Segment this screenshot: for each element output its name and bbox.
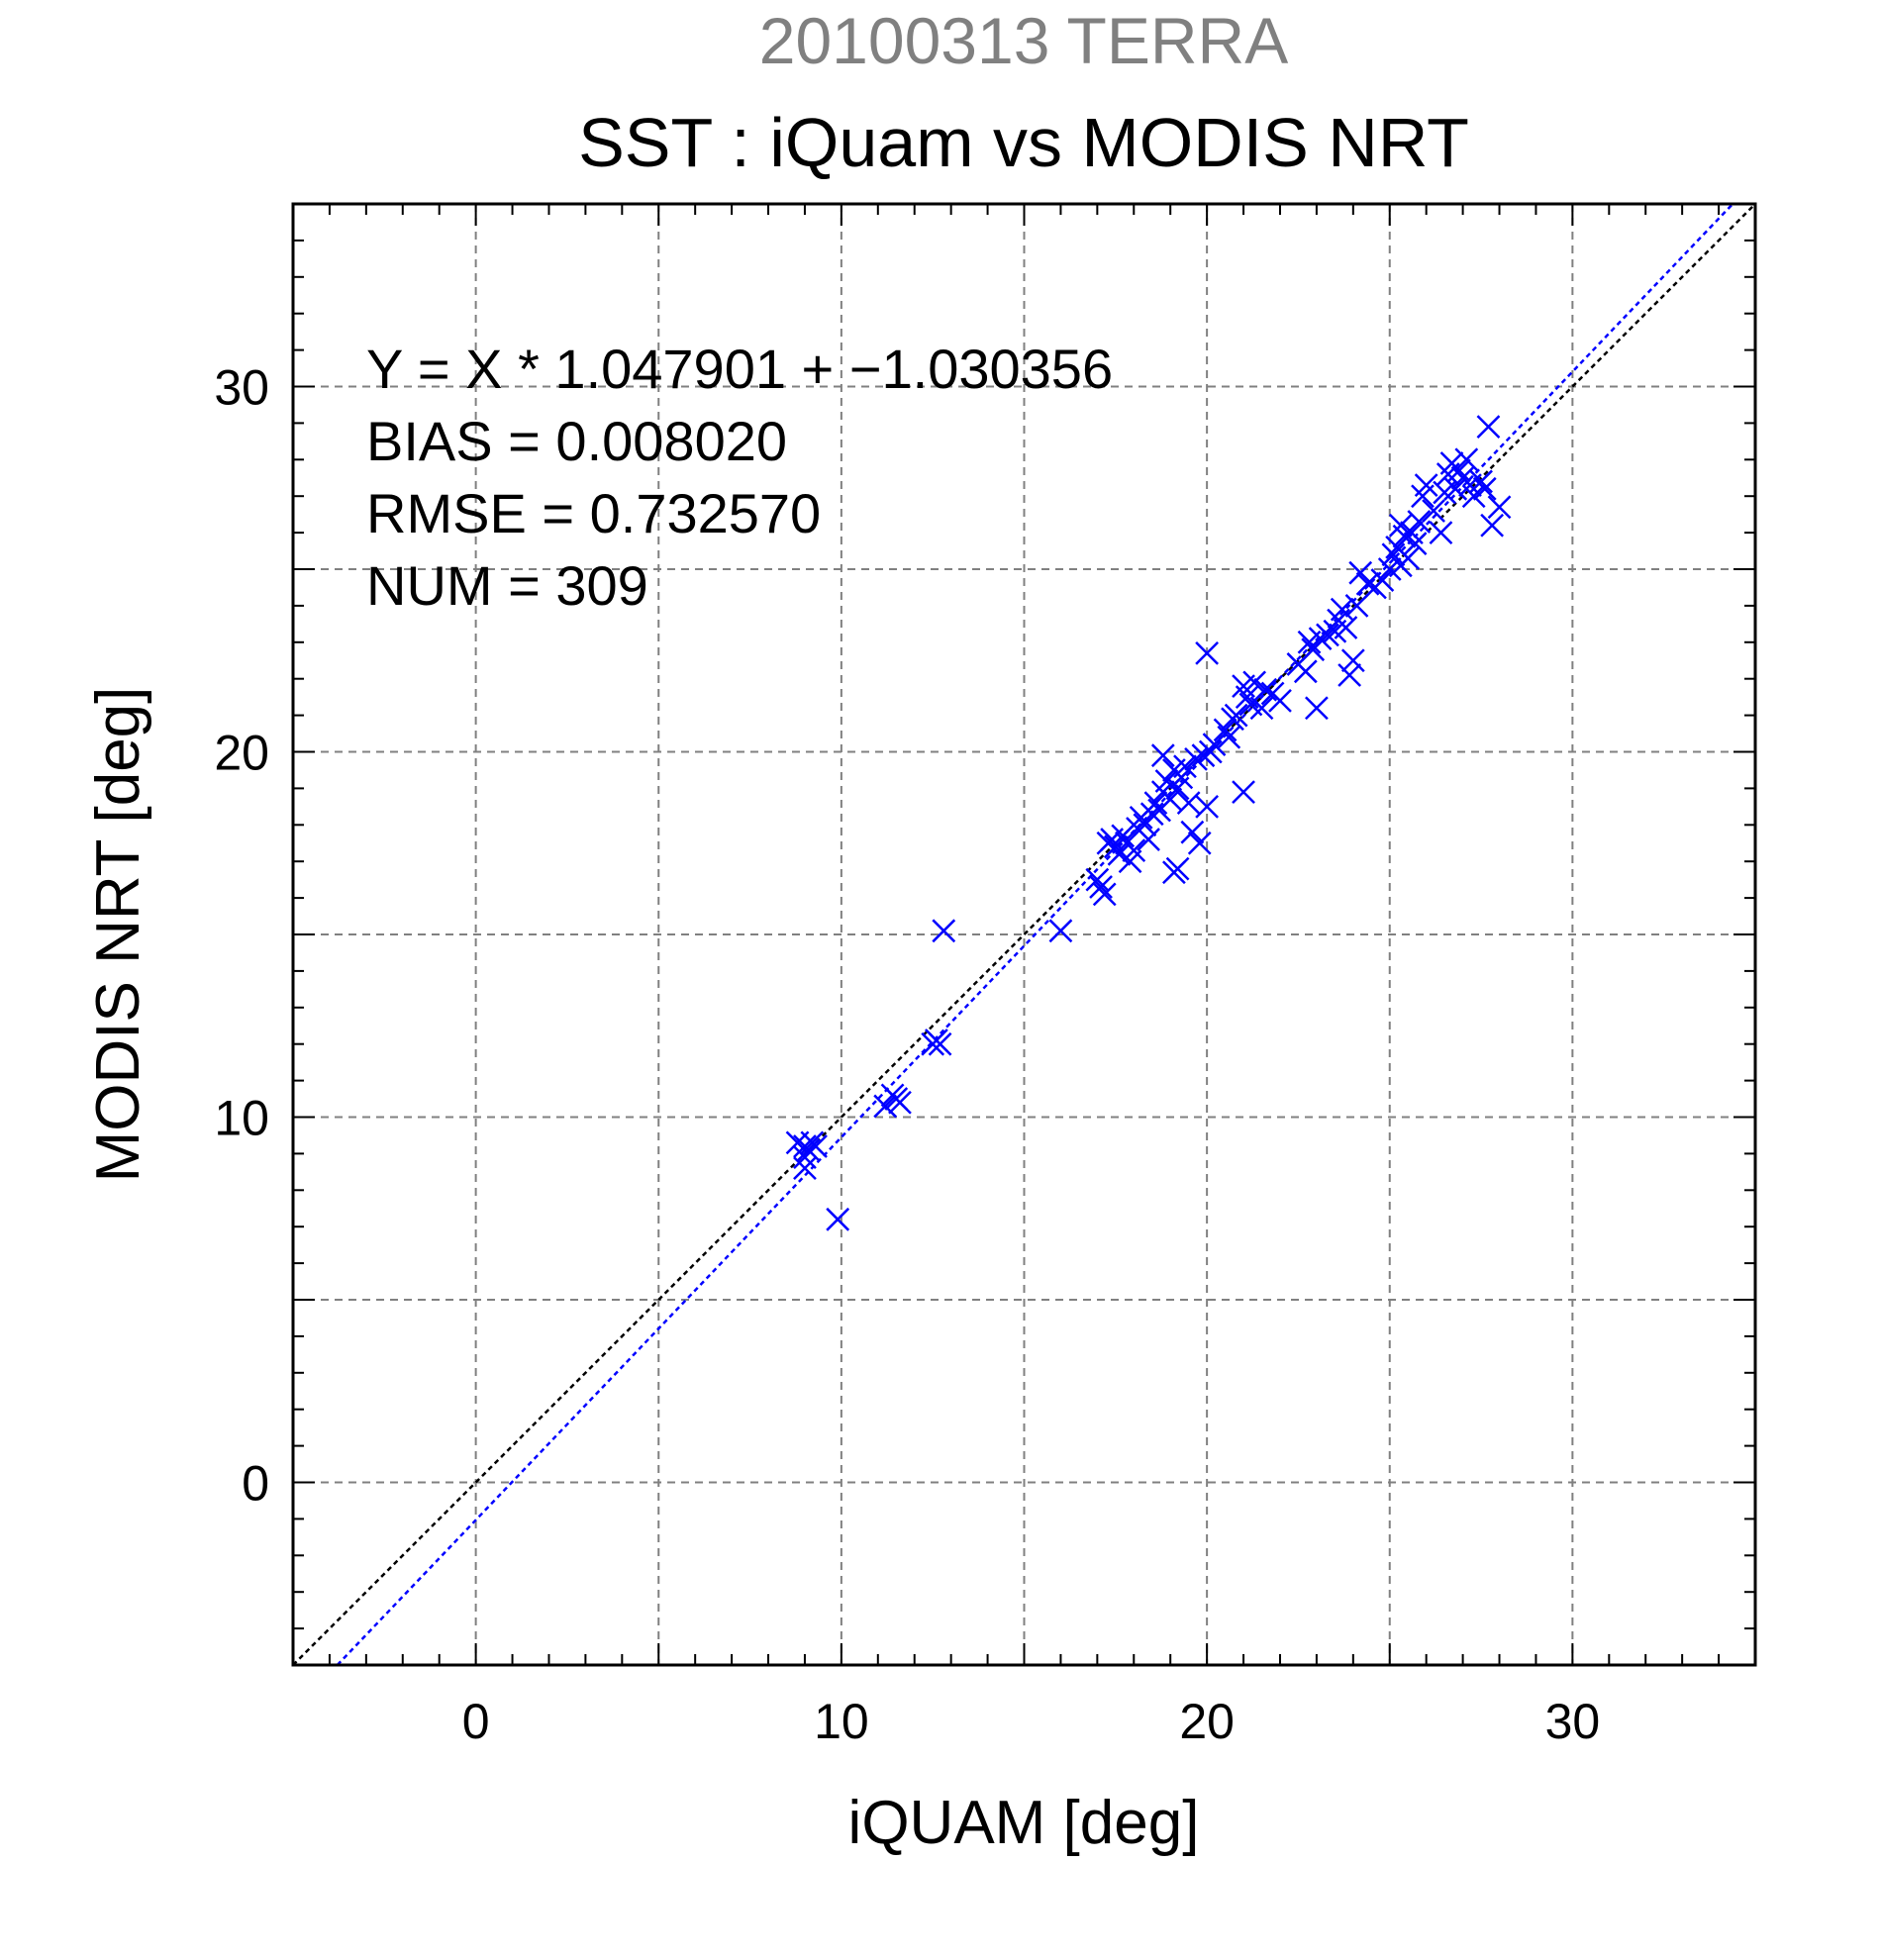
scatter-point bbox=[1344, 594, 1369, 618]
scatter-point bbox=[1293, 659, 1318, 684]
y-tick-label: 30 bbox=[214, 360, 269, 416]
scatter-point bbox=[1340, 648, 1365, 673]
scatter-point bbox=[1370, 568, 1395, 592]
scatter-point bbox=[1242, 670, 1267, 695]
scatter-point bbox=[1213, 718, 1238, 742]
scatter-point bbox=[1454, 447, 1479, 472]
scatter-point bbox=[793, 1145, 817, 1169]
stats-equation: Y = X * 1.047901 + −1.030356 bbox=[366, 338, 1113, 400]
scatter-point bbox=[1195, 794, 1220, 819]
data-points bbox=[785, 415, 1512, 1231]
scatter-point bbox=[1137, 828, 1160, 851]
scatter-point bbox=[1165, 856, 1190, 881]
scatter-point bbox=[1111, 824, 1136, 848]
scatter-point bbox=[1480, 513, 1505, 538]
scatter-point bbox=[1232, 780, 1255, 804]
scatter-point bbox=[1407, 510, 1432, 534]
scatter-point bbox=[1447, 458, 1471, 483]
y-tick-label: 20 bbox=[214, 726, 269, 781]
y-tick-label: 0 bbox=[242, 1456, 269, 1512]
scatter-point bbox=[1173, 754, 1197, 779]
scatter-point bbox=[796, 1137, 821, 1162]
scatter-point bbox=[932, 919, 956, 943]
scatter-point bbox=[1355, 571, 1380, 596]
scatter-point bbox=[1150, 743, 1175, 768]
scatter-point bbox=[1217, 725, 1241, 749]
stats-rmse: RMSE = 0.732570 bbox=[366, 482, 821, 544]
scatter-point bbox=[1253, 677, 1278, 702]
scatter-point bbox=[873, 1094, 898, 1119]
plot-frame bbox=[291, 202, 1757, 1667]
stats-bias: BIAS = 0.008020 bbox=[366, 410, 787, 472]
scatter-point bbox=[1461, 484, 1486, 509]
scatter-point bbox=[1305, 696, 1329, 721]
scatter-point bbox=[1316, 623, 1339, 647]
y-axis-label: MODIS NRT [deg] bbox=[84, 687, 152, 1183]
scatter-point bbox=[1334, 616, 1358, 639]
x-tick-label: 0 bbox=[462, 1694, 490, 1749]
scatter-point bbox=[1403, 532, 1428, 556]
scatter-point bbox=[1443, 476, 1468, 501]
x-tick-label: 20 bbox=[1179, 1694, 1235, 1749]
scatter-point bbox=[1330, 597, 1354, 622]
scatter-point bbox=[1154, 769, 1179, 793]
scatter-point bbox=[1048, 919, 1073, 943]
scatter-point bbox=[1381, 542, 1406, 567]
x-tick-label: 10 bbox=[814, 1694, 869, 1749]
scatter-point bbox=[1158, 787, 1183, 812]
scatter-point bbox=[1472, 476, 1497, 501]
scatter-point bbox=[1180, 820, 1205, 844]
scatter-point bbox=[1268, 688, 1292, 713]
scatter-point bbox=[1122, 838, 1146, 863]
reference-lines bbox=[292, 203, 1756, 1666]
scatter-point bbox=[826, 1207, 850, 1231]
x-axis-label: iQUAM [deg] bbox=[848, 1789, 1200, 1857]
scatter-point bbox=[1422, 499, 1445, 523]
scatter-point bbox=[793, 1156, 817, 1181]
scatter-point bbox=[1195, 640, 1220, 665]
scatter-point bbox=[1337, 663, 1362, 687]
stats-box: Y = X * 1.047901 + −1.030356 BIAS = 0.00… bbox=[366, 338, 1113, 617]
scatter-point bbox=[1224, 703, 1248, 728]
scatter-point bbox=[1235, 685, 1259, 710]
scatter-point bbox=[1429, 521, 1453, 544]
scatter-point bbox=[888, 1090, 912, 1115]
scatter-point bbox=[1187, 831, 1212, 855]
regression-line bbox=[336, 203, 1734, 1666]
scatter-point bbox=[1176, 791, 1201, 816]
scatter-point bbox=[1308, 627, 1333, 650]
tick-labels: 0 10 20 30 0 10 20 30 bbox=[214, 360, 1600, 1750]
scatter-point bbox=[1476, 415, 1501, 439]
scatter-point bbox=[1085, 867, 1110, 892]
scatter-point bbox=[1469, 469, 1493, 494]
scatter-point bbox=[1487, 495, 1512, 520]
scatter-point bbox=[1198, 739, 1223, 764]
stats-num: NUM = 309 bbox=[366, 554, 648, 617]
scatter-point bbox=[928, 1031, 952, 1056]
scatter-point bbox=[1143, 791, 1168, 816]
scatter-point bbox=[1184, 746, 1208, 771]
x-tick-label: 30 bbox=[1545, 1694, 1601, 1749]
chart-title: SST : iQuam vs MODIS NRT bbox=[578, 104, 1469, 181]
scatter-point bbox=[1388, 553, 1413, 578]
scatter-point bbox=[1089, 875, 1113, 899]
scatter-point bbox=[1202, 733, 1227, 757]
y-tick-label: 10 bbox=[214, 1091, 269, 1146]
one-to-one-line bbox=[292, 203, 1756, 1666]
grid-lines bbox=[293, 204, 1755, 1665]
scatter-point bbox=[1107, 841, 1132, 866]
chart-supertitle: 20100313 TERRA bbox=[759, 4, 1288, 77]
scatter-point bbox=[1414, 473, 1438, 498]
scatter-point bbox=[1249, 696, 1274, 721]
scatter-point bbox=[1092, 882, 1117, 907]
